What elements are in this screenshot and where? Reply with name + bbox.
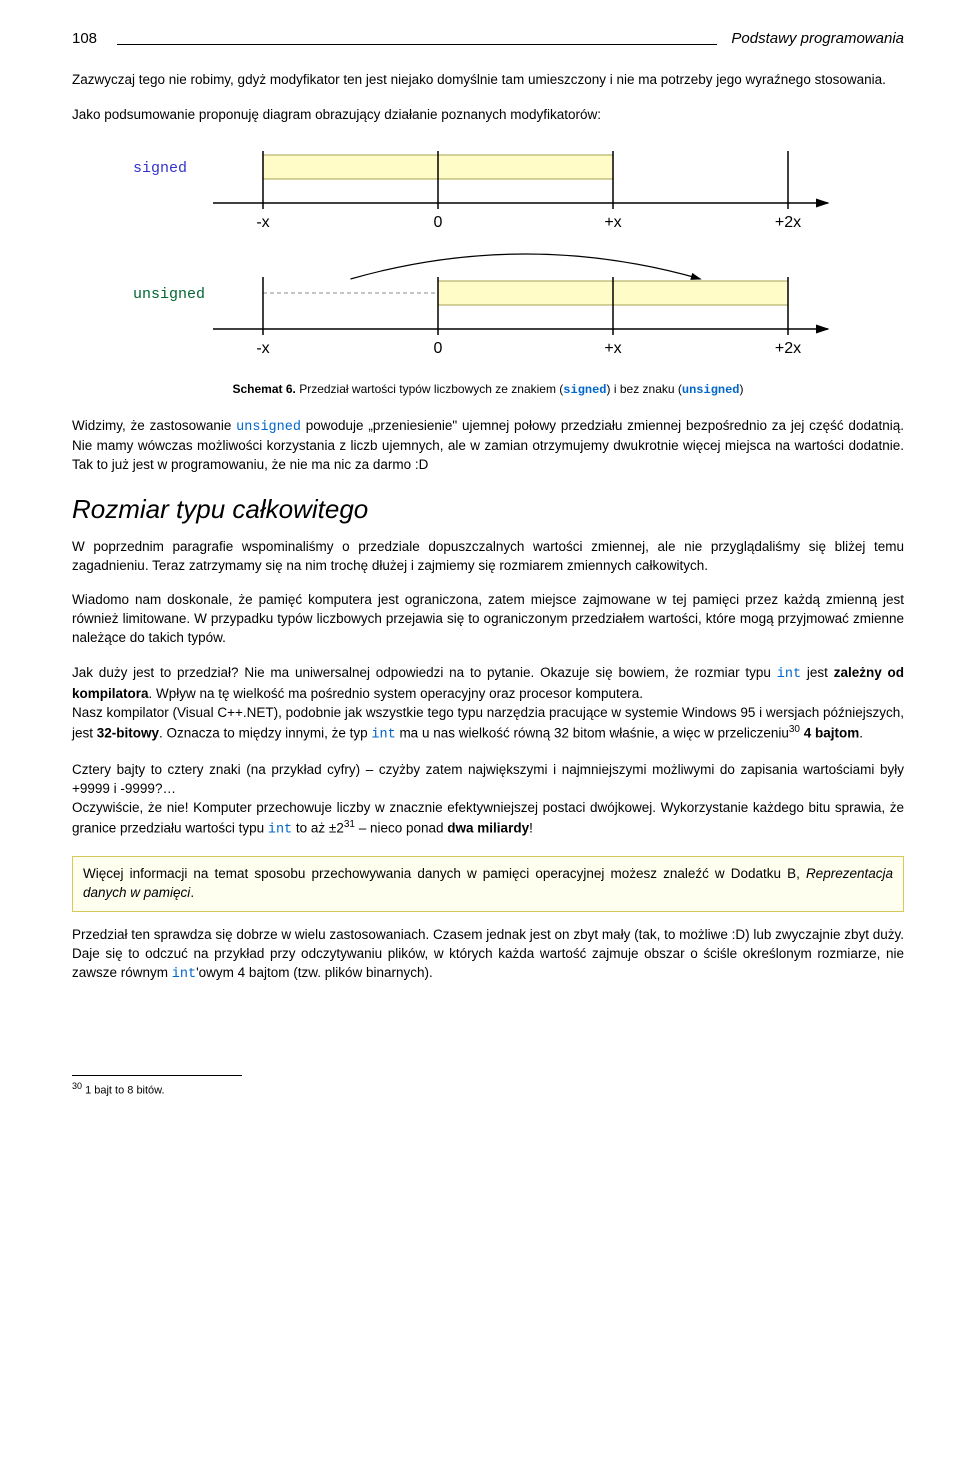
svg-text:0: 0 <box>434 340 443 357</box>
svg-text:+x: +x <box>604 214 621 231</box>
header-rule <box>117 44 717 45</box>
p6-bold-32bit: 32-bitowy <box>97 725 159 740</box>
p6b: jest <box>801 665 834 680</box>
svg-text:-x: -x <box>256 340 269 357</box>
caption-code-unsigned: unsigned <box>682 383 740 397</box>
p6a: Jak duży jest to przedział? Nie ma uniwe… <box>72 665 777 680</box>
p6e: . Oznacza to między innymi, że typ <box>159 725 371 740</box>
paragraph-7: Cztery bajty to cztery znaki (na przykła… <box>72 761 904 840</box>
caption-code-signed: signed <box>563 383 606 397</box>
paragraph-intro-2: Jako podsumowanie proponuję diagram obra… <box>72 106 904 125</box>
p7e: ! <box>529 820 533 835</box>
p6c: . Wpływ na tę wielkość ma pośrednio syst… <box>149 686 643 701</box>
p8b: 'owym 4 bajtom (tzw. plików binarnych). <box>196 965 433 980</box>
paragraph-6: Jak duży jest to przedział? Nie ma uniwe… <box>72 664 904 745</box>
diagram-caption: Schemat 6. Przedział wartości typów licz… <box>72 381 904 399</box>
modifier-diagram: signed -x 0 +x +2x unsigned -x 0 +x +2x <box>72 141 904 371</box>
page-number: 108 <box>72 28 97 49</box>
svg-text:+x: +x <box>604 340 621 357</box>
footnote-text: 1 bajt to 8 bitów. <box>82 1084 165 1096</box>
p6f: ma u nas wielkość równą 32 bitom właśnie… <box>396 725 789 740</box>
p6-code-int2: int <box>371 727 395 742</box>
svg-text:+2x: +2x <box>775 214 801 231</box>
note-text-b: . <box>190 885 194 900</box>
paragraph-5: Wiadomo nam doskonale, że pamięć kompute… <box>72 591 904 648</box>
p3a: Widzimy, że zastosowanie <box>72 418 236 433</box>
svg-text:0: 0 <box>434 214 443 231</box>
caption-text-b: ) i bez znaku ( <box>607 382 682 396</box>
paragraph-intro-1: Zazwyczaj tego nie robimy, gdyż modyfika… <box>72 71 904 90</box>
svg-text:signed: signed <box>133 160 187 177</box>
p6h: . <box>859 725 863 740</box>
caption-text-c: ) <box>740 382 744 396</box>
caption-text-a: Przedział wartości typów liczbowych ze z… <box>296 382 563 396</box>
info-note-box: Więcej informacji na temat sposobu przec… <box>72 856 904 912</box>
paragraph-explain: Widzimy, że zastosowanie unsigned powodu… <box>72 417 904 476</box>
p6-bold-4bytes: 4 bajtom <box>804 725 860 740</box>
diagram-svg: signed -x 0 +x +2x unsigned -x 0 +x +2x <box>128 141 848 371</box>
p7-bold-billions: dwa miliardy <box>447 820 529 835</box>
paragraph-4: W poprzednim paragrafie wspominaliśmy o … <box>72 538 904 576</box>
caption-label: Schemat 6. <box>233 382 296 396</box>
svg-text:unsigned: unsigned <box>133 286 205 303</box>
p7d: – nieco ponad <box>355 820 447 835</box>
section-heading: Rozmiar typu całkowitego <box>72 491 904 527</box>
p7a: Cztery bajty to cztery znaki (na przykła… <box>72 762 904 796</box>
note-text-a: Więcej informacji na temat sposobu przec… <box>83 866 806 881</box>
p7c: to aż ±2 <box>292 820 344 835</box>
p7-code-int: int <box>268 822 292 837</box>
svg-text:-x: -x <box>256 214 269 231</box>
page-header: 108 Podstawy programowania <box>72 28 904 49</box>
p3-code-unsigned: unsigned <box>236 420 301 435</box>
footnote: 30 1 bajt to 8 bitów. <box>72 1080 904 1099</box>
p8-code-int: int <box>172 967 196 982</box>
footnote-rule <box>72 1075 242 1076</box>
p6-code-int: int <box>777 667 801 682</box>
paragraph-8: Przedział ten sprawdza się dobrze w wiel… <box>72 926 904 985</box>
document-title: Podstawy programowania <box>731 28 904 49</box>
p6-footnote-ref: 30 <box>789 724 800 735</box>
footnote-number: 30 <box>72 1081 82 1091</box>
p7-exponent: 31 <box>344 819 355 830</box>
svg-text:+2x: +2x <box>775 340 801 357</box>
